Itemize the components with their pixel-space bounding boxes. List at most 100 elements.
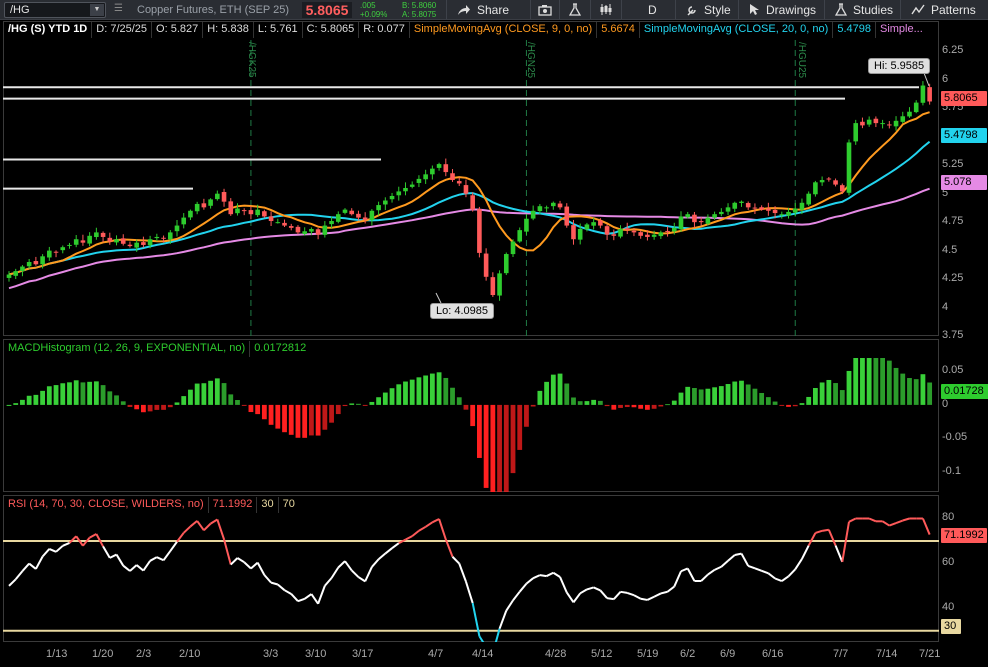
candle-body xyxy=(678,216,684,230)
rsi-line-segment xyxy=(398,538,406,545)
macd-bar xyxy=(221,383,227,405)
rsi-label[interactable]: RSI (14, 70, 30, CLOSE, WILDERS, no) xyxy=(4,497,209,513)
sma20-label[interactable]: SimpleMovingAvg (CLOSE, 20, 0, no) xyxy=(640,22,834,38)
candle-body xyxy=(248,210,254,215)
studies-button[interactable]: Studies xyxy=(824,0,900,19)
candle-body xyxy=(6,274,12,278)
rsi-panel[interactable] xyxy=(3,495,939,642)
wrench-icon xyxy=(687,5,696,16)
macd-bar xyxy=(174,402,180,405)
candle-body xyxy=(47,250,52,258)
macd-bar xyxy=(665,404,670,406)
time-axis-label: 1/13 xyxy=(46,648,68,660)
sma9-label[interactable]: SimpleMovingAvg (CLOSE, 9, 0, no) xyxy=(410,22,598,38)
price-chart[interactable] xyxy=(3,40,939,336)
symbol-text[interactable]: /HG xyxy=(10,4,30,16)
candle-body xyxy=(732,202,738,209)
candle-body xyxy=(537,206,543,212)
rsi-line-segment xyxy=(787,568,796,577)
macd-bar xyxy=(671,400,677,405)
candle-body xyxy=(188,210,193,218)
macd-bar xyxy=(698,389,704,405)
macd-bar xyxy=(483,404,489,488)
chart-type-button[interactable] xyxy=(590,0,620,19)
candle-body xyxy=(60,247,66,251)
candle-body xyxy=(430,168,435,175)
candle-body xyxy=(927,87,932,102)
macd-bar xyxy=(651,404,657,409)
pin-icon[interactable]: ☰ xyxy=(114,3,123,14)
drawings-button[interactable]: Drawings xyxy=(738,0,824,19)
macd-bar xyxy=(154,404,160,410)
candle-body xyxy=(792,208,798,213)
macd-bar xyxy=(288,404,294,435)
sma50-label[interactable]: Simple... xyxy=(879,23,923,35)
rsi-line-segment xyxy=(14,570,24,580)
macd-bar xyxy=(255,404,261,415)
rsi-line-segment xyxy=(371,558,380,568)
macd-bar xyxy=(436,372,442,405)
candle-body xyxy=(369,210,375,221)
macd-bar xyxy=(100,385,106,405)
macd-bar xyxy=(295,404,301,438)
ohlc-open: O: 5.827 xyxy=(152,22,204,38)
rsi-line-segment xyxy=(223,539,232,565)
macd-bar xyxy=(161,404,166,410)
lab-button[interactable] xyxy=(559,0,589,19)
candle-body xyxy=(853,123,859,142)
candle-body xyxy=(194,203,200,212)
rsi-line-segment xyxy=(720,559,729,568)
candle-body xyxy=(712,214,717,218)
macd-bar xyxy=(235,400,240,405)
aggregation-button[interactable]: D xyxy=(621,0,675,19)
rsi-line-segment xyxy=(189,520,198,528)
candle-body xyxy=(174,225,180,232)
chevron-down-icon[interactable]: ▼ xyxy=(90,4,104,16)
candle-body xyxy=(141,242,146,245)
time-axis-label: 2/3 xyxy=(136,648,152,660)
rsi-line-segment xyxy=(921,518,931,535)
price-panel[interactable] xyxy=(3,21,939,336)
macd-bar xyxy=(282,404,287,433)
candle-body xyxy=(631,230,637,233)
price-study-header: /HG (S) YTD 1D D: 7/25/25 O: 5.827 H: 5.… xyxy=(4,22,927,38)
rsi-line-segment xyxy=(882,520,890,527)
macd-bar xyxy=(214,378,220,405)
macd-bar xyxy=(685,386,691,405)
candle-body xyxy=(759,207,764,210)
candle-body xyxy=(436,164,442,168)
flask-icon xyxy=(568,3,581,16)
macd-header: MACDHistogram (12, 26, 9, EXPONENTIAL, n… xyxy=(4,341,310,357)
rsi-line-segment xyxy=(599,589,608,599)
screenshot-button[interactable] xyxy=(530,0,558,19)
macd-bar xyxy=(73,380,79,405)
sma50-price-tag: 5.078 xyxy=(941,175,987,190)
macd-bar xyxy=(376,397,381,405)
macd-label[interactable]: MACDHistogram (12, 26, 9, EXPONENTIAL, n… xyxy=(4,341,251,357)
time-axis-label: 4/28 xyxy=(545,648,567,660)
macd-bar xyxy=(638,404,644,409)
rsi-line-segment xyxy=(82,537,91,547)
macd-bar xyxy=(470,404,476,427)
sma9-value: 5.6674 xyxy=(597,22,640,38)
price-axis-label: 5.25 xyxy=(942,158,964,171)
macd-bar xyxy=(26,395,32,405)
macd-bar xyxy=(275,404,281,429)
macd-bar xyxy=(550,374,556,405)
share-button[interactable]: Share xyxy=(446,0,530,19)
rsi-line-segment xyxy=(431,518,440,524)
rsi-oversold: 30 xyxy=(257,497,279,513)
rsi-line-segment xyxy=(673,570,682,587)
patterns-button[interactable]: Patterns xyxy=(900,0,988,19)
macd-histogram[interactable] xyxy=(3,358,939,492)
rsi-line-segment xyxy=(256,562,266,576)
macd-bar xyxy=(93,381,99,405)
candle-body xyxy=(329,221,334,225)
rsi-chart[interactable] xyxy=(3,514,939,642)
candle-body xyxy=(443,164,449,173)
candle-body xyxy=(645,234,650,237)
symbol-selector[interactable]: /HG ▼ xyxy=(4,2,106,18)
pattern-icon xyxy=(911,4,925,14)
style-button[interactable]: Style xyxy=(675,0,738,19)
rsi-line-segment xyxy=(680,567,689,573)
